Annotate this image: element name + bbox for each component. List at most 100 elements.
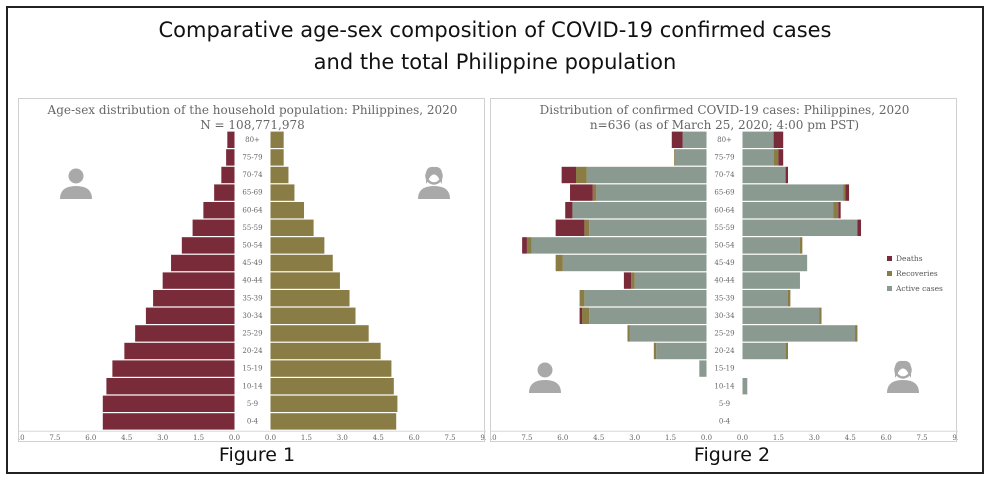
age-label-14: 10-14 [714,382,735,390]
man-icon [60,168,92,199]
bar-male-0 [227,131,235,148]
bar-male-10 [145,307,235,324]
bar-female-active-4 [742,202,834,219]
bar-male-deaths-5 [555,219,585,236]
x-tick-right-6: 9.0 [480,434,486,442]
pyramid-chart-population: Age-sex distribution of the household po… [19,103,486,442]
bar-female-active-8 [742,272,800,289]
bar-male-recoveries-12 [653,342,657,360]
age-label-3: 65-69 [714,189,734,197]
x-tick-right-0: 0.0 [737,434,748,442]
age-label-15: 5-9 [719,400,730,408]
bar-female-16 [270,413,397,430]
bar-female-0 [270,131,284,148]
figure-title-line2: and the total Philippine population [313,50,677,74]
age-label-7: 45-49 [242,259,262,267]
age-label-12: 20-24 [242,347,263,355]
bar-female-deaths-5 [857,219,862,236]
chart1-subtitle: N = 108,771,978 [200,118,305,132]
bar-male-active-4 [572,202,707,219]
bar-female-recoveries-6 [799,237,803,254]
x-tick-right-3: 4.5 [845,434,856,442]
age-label-1: 75-79 [242,154,262,162]
bar-female-active-11 [742,325,856,342]
bar-female-active-6 [742,237,800,254]
age-label-5: 55-59 [242,224,262,232]
bar-female-recoveries-3 [843,184,846,201]
bar-male-deaths-6 [522,237,527,254]
bar-female-active-10 [742,307,820,324]
bar-male-active-9 [584,290,707,307]
bar-male-recoveries-3 [592,184,597,201]
legend-swatch-2 [887,286,892,291]
x-tick-right-3: 4.5 [373,434,384,442]
bar-male-16 [102,413,235,430]
bar-female-recoveries-1 [773,149,779,166]
x-tick-right-2: 3.0 [809,434,820,442]
bar-female-5 [270,219,314,236]
bar-female-1 [270,149,284,166]
legend-label-1: Recoveries [896,269,938,278]
bar-male-recoveries-2 [576,166,587,184]
woman-icon [418,166,450,199]
panel-figure-1: Age-sex distribution of the household po… [18,98,486,442]
bar-male-recoveries-1 [674,149,676,166]
age-label-15: 5-9 [247,400,258,408]
pyramid-chart-covid-cases: Distribution of confirmed COVID-19 cases… [491,103,958,442]
age-label-10: 30-34 [242,312,263,320]
x-tick-left-1: 7.5 [49,434,60,442]
bar-female-active-2 [742,166,786,184]
x-tick-right-4: 6.0 [881,434,892,442]
age-label-16: 0-4 [247,418,259,426]
bar-male-8 [162,272,235,289]
man-icon [529,362,561,393]
x-tick-right-6: 9.0 [952,434,958,442]
caption-figure-2: Figure 2 [693,444,771,466]
bar-female-8 [270,272,340,289]
x-tick-left-1: 7.5 [521,434,532,442]
bar-male-active-12 [656,342,707,360]
bar-female-recoveries-12 [785,342,788,360]
bar-female-recoveries-9 [787,290,791,307]
x-tick-left-2: 6.0 [557,434,568,442]
bar-male-active-0 [682,131,707,148]
age-label-2: 70-74 [242,171,263,179]
age-label-6: 50-54 [714,242,735,250]
bar-male-recoveries-5 [584,219,590,236]
bar-male-6 [181,237,235,254]
bar-female-deaths-2 [785,166,788,184]
age-label-0: 80+ [717,136,732,144]
age-label-9: 35-39 [242,294,262,302]
bar-female-recoveries-4 [833,202,839,219]
chart2-title: Distribution of confirmed COVID-19 cases… [540,103,910,117]
bar-male-recoveries-10 [581,307,590,324]
bar-female-13 [270,360,392,377]
bar-male-recoveries-6 [526,237,532,254]
bar-male-9 [153,290,235,307]
bar-male-2 [221,166,235,184]
bar-male-recoveries-9 [579,290,585,307]
bar-male-15 [102,395,235,412]
bar-male-recoveries-11 [627,325,630,342]
age-label-6: 50-54 [242,242,263,250]
x-tick-left-0: 9.0 [19,434,25,442]
bar-male-deaths-4 [565,202,573,219]
figure-title-line1: Comparative age-sex composition of COVID… [158,18,832,42]
legend-swatch-1 [887,271,892,276]
age-label-13: 15-19 [242,365,262,373]
chart2-subtitle: n=636 (as of March 25, 2020; 4:00 pm PST… [590,118,859,132]
bar-male-active-3 [596,184,707,201]
bar-female-9 [270,290,350,307]
bar-female-active-14 [742,378,748,395]
age-label-5: 55-59 [714,224,734,232]
age-label-16: 0-4 [719,418,731,426]
bar-female-12 [270,342,381,360]
age-label-11: 25-29 [242,330,262,338]
x-tick-right-1: 1.5 [773,434,784,442]
bar-male-active-5 [589,219,707,236]
x-tick-left-2: 6.0 [85,434,96,442]
panel-figure-2: Distribution of confirmed COVID-19 cases… [490,98,958,442]
bar-female-deaths-0 [773,131,784,148]
x-tick-right-4: 6.0 [409,434,420,442]
age-label-8: 40-44 [714,277,735,285]
